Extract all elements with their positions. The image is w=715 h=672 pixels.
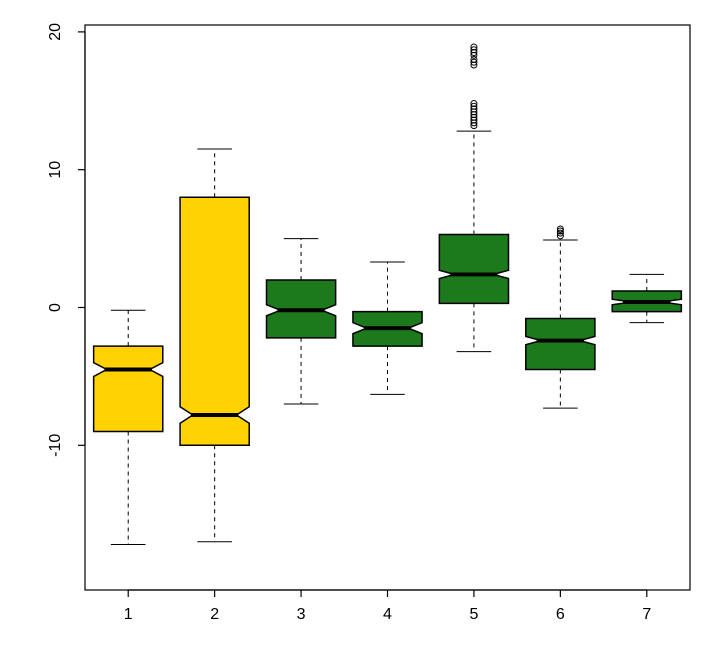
box-4 (353, 262, 422, 394)
box-lower (180, 416, 249, 445)
box-upper (267, 280, 336, 309)
box-upper (180, 197, 249, 414)
box-lower (267, 311, 336, 337)
box-5 (439, 44, 508, 352)
box-lower (612, 303, 681, 311)
box-3 (267, 239, 336, 404)
x-tick-label: 5 (469, 606, 478, 623)
box-lower (94, 371, 163, 432)
box-upper (353, 312, 422, 327)
y-tick-label: 10 (47, 161, 64, 179)
x-axis: 1 2 3 4 5 6 7 (124, 590, 652, 623)
box-2 (180, 149, 249, 542)
box-1 (94, 310, 163, 544)
box-upper (612, 291, 681, 301)
box-7 (612, 274, 681, 322)
y-tick-label: 20 (47, 23, 64, 41)
x-tick-label: 3 (297, 606, 306, 623)
box-lower (353, 329, 422, 346)
box-6 (526, 226, 595, 408)
x-tick-label: 2 (210, 606, 219, 623)
x-tick-label: 7 (642, 606, 651, 623)
y-tick-label: 0 (47, 303, 64, 312)
box-upper (439, 234, 508, 273)
y-axis: -10 0 10 20 (47, 23, 85, 457)
box-upper (526, 319, 595, 340)
box-upper (94, 346, 163, 368)
box-lower (439, 276, 508, 304)
box-lower (526, 342, 595, 370)
x-tick-label: 6 (556, 606, 565, 623)
chart-svg: -10 0 10 20 1 2 3 4 5 6 7 (0, 0, 715, 672)
boxplot-chart: -10 0 10 20 1 2 3 4 5 6 7 (0, 0, 715, 672)
x-tick-label: 4 (383, 606, 392, 623)
y-tick-label: -10 (47, 434, 64, 457)
plot-frame (85, 25, 690, 590)
x-tick-label: 1 (124, 606, 133, 623)
